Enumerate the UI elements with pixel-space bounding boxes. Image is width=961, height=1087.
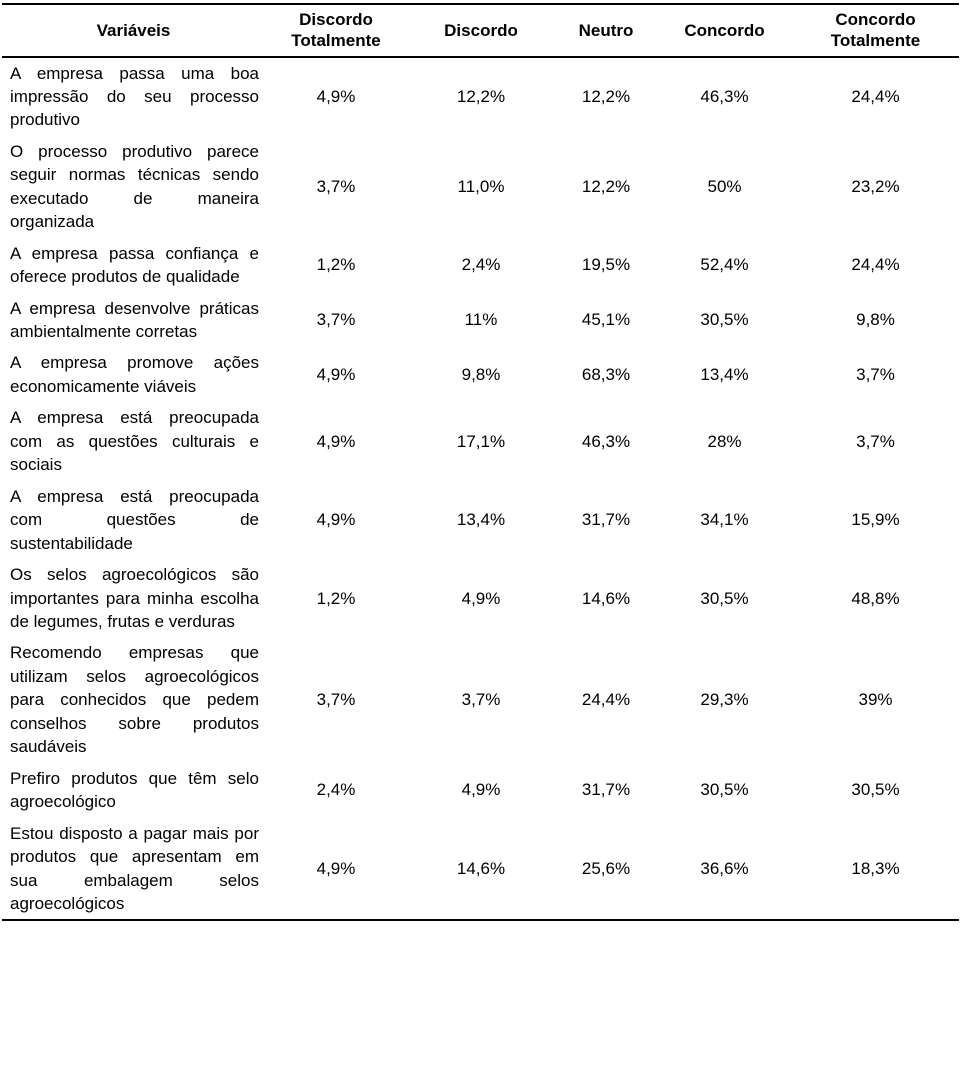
value-cell-neutro: 45,1% xyxy=(581,310,631,330)
value-cell-discordo: 11,0% xyxy=(457,177,505,197)
value-cell-discordo: 2,4% xyxy=(461,255,501,275)
value-cell-concordo: 36,6% xyxy=(700,858,749,878)
variable-cell: A empresa desenvolve práticas ambientalm… xyxy=(10,298,259,342)
value-cell-concordo: 46,3% xyxy=(700,86,749,106)
table-body: A empresa passa uma boa impressão do seu… xyxy=(2,57,959,921)
value-cell-discordo-totalmente: 1,2% xyxy=(316,588,356,608)
column-header-discordo: Discordo xyxy=(407,4,555,58)
value-cell-neutro: 19,5% xyxy=(581,255,631,275)
variable-cell: A empresa está preocupada com as questõe… xyxy=(10,408,259,475)
value-cell-neutro: 46,3% xyxy=(581,431,631,451)
value-cell-concordo-totalmente: 15,9% xyxy=(851,510,900,530)
value-cell-concordo: 50% xyxy=(707,177,742,197)
value-cell-concordo: 34,1% xyxy=(700,510,749,530)
value-cell-discordo: 4,9% xyxy=(461,780,501,800)
value-cell-concordo: 28% xyxy=(707,431,742,451)
table-row: A empresa desenvolve práticas ambientalm… xyxy=(2,293,959,348)
table-row: A empresa está preocupada com questões d… xyxy=(2,481,959,559)
table-row: Recomendo empresas que utilizam selos ag… xyxy=(2,637,959,762)
value-cell-discordo: 11% xyxy=(464,310,498,330)
value-cell-discordo: 4,9% xyxy=(461,588,501,608)
variable-cell: A empresa promove ações economicamente v… xyxy=(10,353,259,396)
value-cell-concordo-totalmente: 18,3% xyxy=(851,858,900,878)
likert-results-table: Variáveis Discordo Totalmente Discordo N… xyxy=(2,3,959,922)
value-cell-discordo-totalmente: 4,9% xyxy=(316,510,356,530)
value-cell-concordo-totalmente: 24,4% xyxy=(851,255,900,275)
value-cell-neutro: 24,4% xyxy=(581,690,631,710)
value-cell-discordo-totalmente: 3,7% xyxy=(316,310,356,330)
table-row: Estou disposto a pagar mais por produtos… xyxy=(2,818,959,921)
value-cell-discordo-totalmente: 3,7% xyxy=(316,690,356,710)
value-cell-neutro: 31,7% xyxy=(581,780,631,800)
value-cell-concordo-totalmente: 30,5% xyxy=(851,780,900,800)
value-cell-concordo-totalmente: 48,8% xyxy=(851,588,900,608)
variable-cell: Prefiro produtos que têm selo agroecológ… xyxy=(10,768,259,812)
variable-cell: A empresa está preocupada com questões d… xyxy=(10,486,259,553)
table-row: Prefiro produtos que têm selo agroecológ… xyxy=(2,763,959,818)
value-cell-concordo-totalmente: 9,8% xyxy=(856,310,895,330)
table-row: A empresa passa uma boa impressão do seu… xyxy=(2,57,959,136)
value-cell-discordo-totalmente: 2,4% xyxy=(316,780,356,800)
column-header-concordo-totalmente: Concordo Totalmente xyxy=(792,4,959,58)
value-cell-concordo: 30,5% xyxy=(700,780,749,800)
value-cell-discordo: 9,8% xyxy=(461,365,501,385)
value-cell-concordo: 30,5% xyxy=(700,588,749,608)
value-cell-concordo-totalmente: 24,4% xyxy=(851,86,900,106)
value-cell-concordo-totalmente: 3,7% xyxy=(856,431,895,451)
value-cell-discordo-totalmente: 4,9% xyxy=(316,858,356,878)
value-cell-discordo-totalmente: 4,9% xyxy=(316,86,356,106)
value-cell-discordo-totalmente: 4,9% xyxy=(316,431,356,451)
value-cell-discordo: 17,1% xyxy=(456,431,506,451)
value-cell-concordo: 30,5% xyxy=(700,310,749,330)
value-cell-neutro: 12,2% xyxy=(581,177,631,197)
value-cell-discordo: 13,4% xyxy=(456,510,506,530)
variable-cell: A empresa passa confiança e oferece prod… xyxy=(10,243,259,287)
variable-cell: Estou disposto a pagar mais por produtos… xyxy=(10,823,259,913)
column-header-neutro: Neutro xyxy=(555,4,657,58)
column-header-variaveis: Variáveis xyxy=(2,4,265,58)
value-cell-neutro: 68,3% xyxy=(581,365,631,385)
value-cell-concordo: 52,4% xyxy=(700,255,749,275)
value-cell-concordo-totalmente: 23,2% xyxy=(851,177,900,197)
table-row: O processo produtivo parece seguir norma… xyxy=(2,136,959,238)
variable-cell: A empresa passa uma boa impressão do seu… xyxy=(10,63,259,130)
value-cell-concordo: 13,4% xyxy=(700,365,749,385)
table-row: A empresa está preocupada com as questõe… xyxy=(2,402,959,480)
value-cell-discordo: 3,7% xyxy=(461,690,501,710)
header-row: Variáveis Discordo Totalmente Discordo N… xyxy=(2,4,959,58)
variable-cell: O processo produtivo parece seguir norma… xyxy=(10,141,259,232)
table-row: A empresa passa confiança e oferece prod… xyxy=(2,238,959,293)
table-row: Os selos agroecológicos são importantes … xyxy=(2,559,959,637)
value-cell-discordo: 12,2% xyxy=(456,86,506,106)
value-cell-neutro: 31,7% xyxy=(581,510,631,530)
column-header-concordo: Concordo xyxy=(657,4,792,58)
value-cell-concordo-totalmente: 39% xyxy=(858,690,893,710)
variable-cell: Os selos agroecológicos são importantes … xyxy=(10,565,259,632)
column-header-discordo-totalmente: Discordo Totalmente xyxy=(265,4,407,58)
value-cell-neutro: 14,6% xyxy=(581,588,631,608)
value-cell-discordo: 14,6% xyxy=(456,858,506,878)
variable-cell: Recomendo empresas que utilizam selos ag… xyxy=(10,643,259,757)
value-cell-concordo-totalmente: 3,7% xyxy=(856,365,895,385)
value-cell-discordo-totalmente: 4,9% xyxy=(316,365,356,385)
value-cell-discordo-totalmente: 1,2% xyxy=(316,255,356,275)
table-row: A empresa promove ações economicamente v… xyxy=(2,347,959,402)
value-cell-concordo: 29,3% xyxy=(700,690,749,710)
value-cell-neutro: 12,2% xyxy=(581,86,631,106)
value-cell-discordo-totalmente: 3,7% xyxy=(316,177,356,197)
value-cell-neutro: 25,6% xyxy=(581,858,631,878)
